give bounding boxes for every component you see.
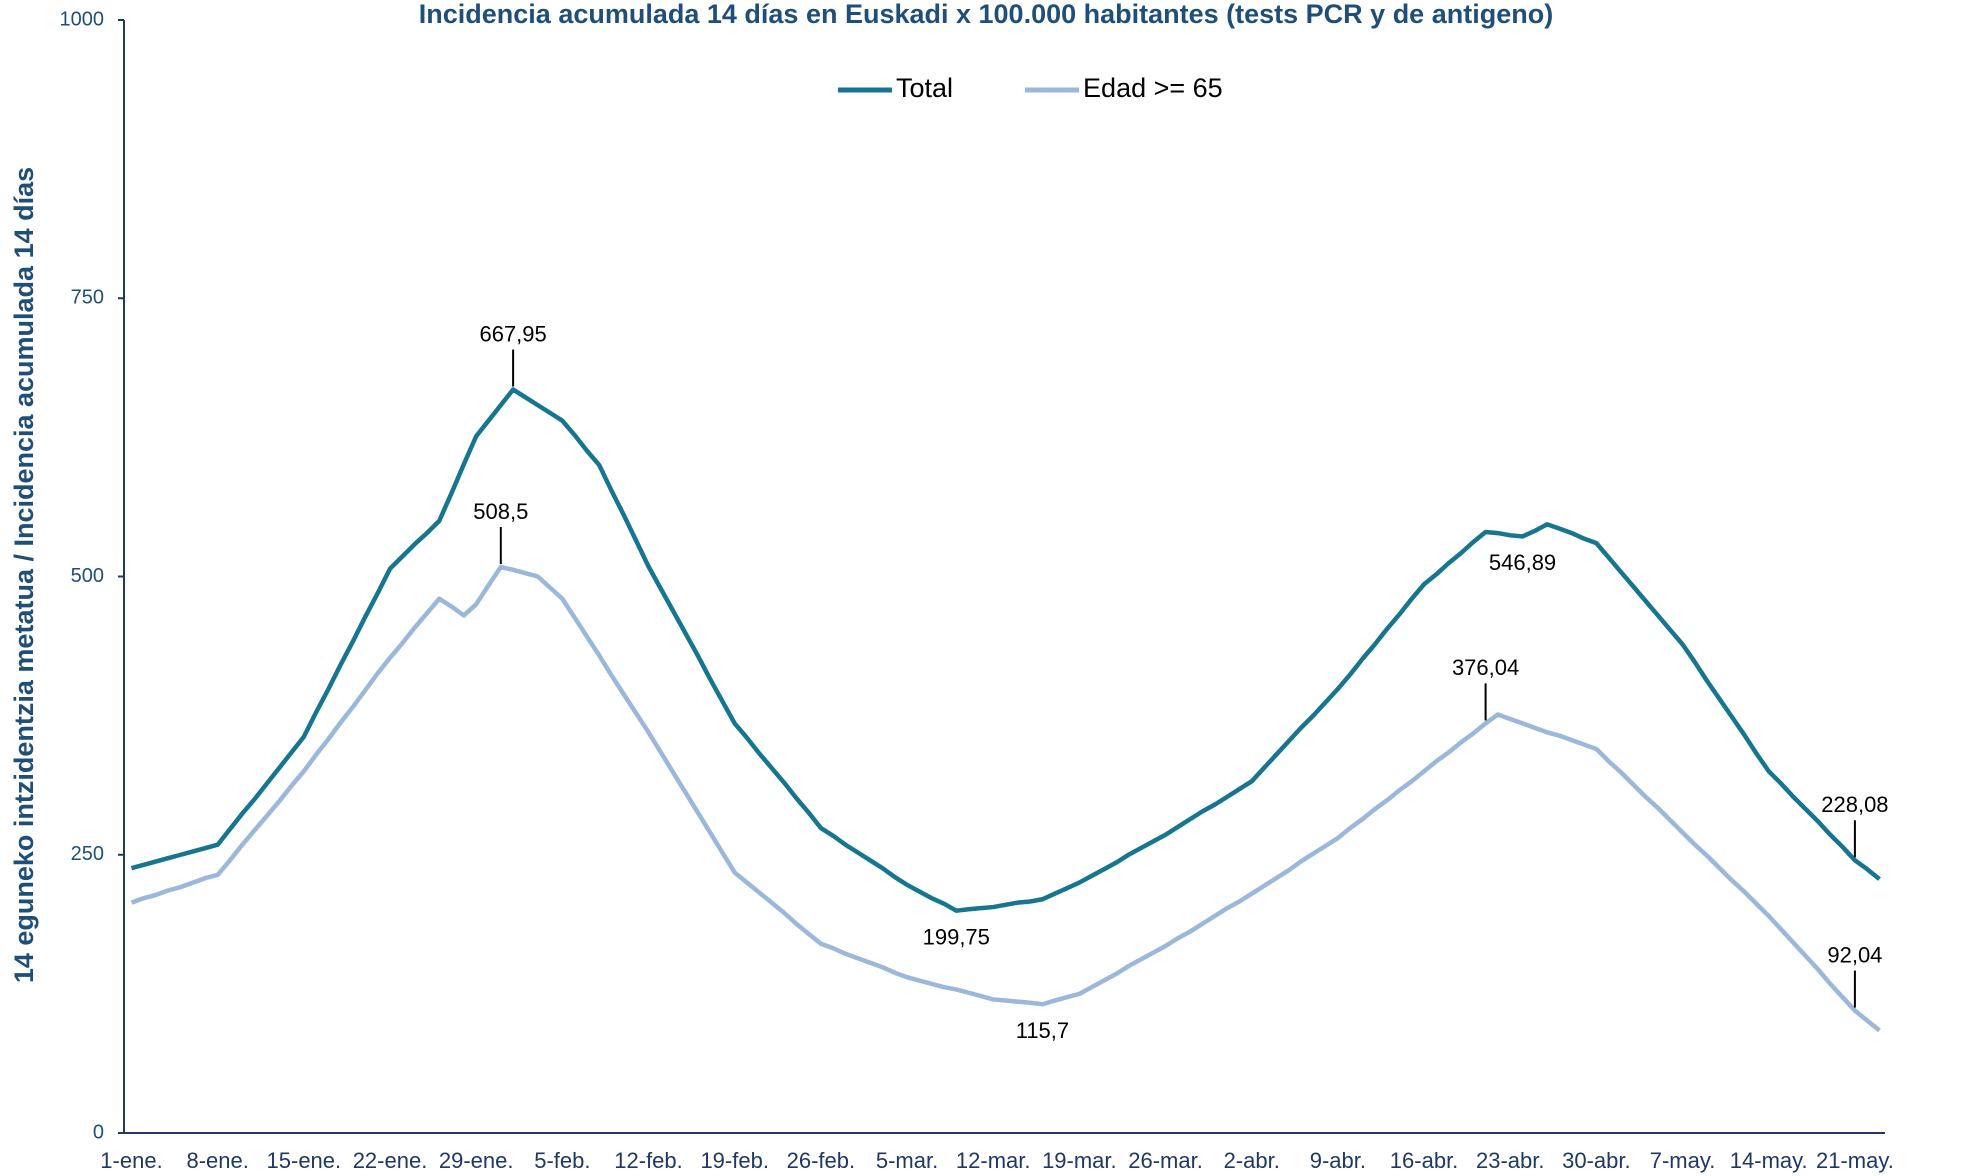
x-tick-label: 22-ene. [353, 1148, 428, 1173]
data-label: 92,04 [1827, 942, 1882, 967]
x-tick-label: 16-abr. [1390, 1148, 1459, 1173]
data-label: 199,75 [923, 924, 990, 949]
x-tick-label: 19-feb. [700, 1148, 769, 1173]
y-tick-label: 750 [71, 287, 104, 309]
y-axis-label: 14 eguneko intzidentzia metatua / Incide… [9, 167, 39, 983]
x-tick-label: 19-mar. [1042, 1148, 1117, 1173]
x-tick-label: 1-ene. [100, 1148, 162, 1173]
data-label: 546,89 [1489, 550, 1556, 575]
y-tick-label: 0 [93, 1121, 104, 1143]
x-tick-label: 15-ene. [267, 1148, 342, 1173]
data-label: 376,04 [1452, 655, 1519, 680]
y-tick-label: 500 [71, 565, 104, 587]
x-tick-label: 14-may. [1730, 1148, 1808, 1173]
x-tick-label: 21-may. [1816, 1148, 1894, 1173]
chart-title: Incidencia acumulada 14 días en Euskadi … [419, 0, 1553, 29]
y-tick-label: 250 [71, 843, 104, 865]
x-tick-label: 5-feb. [534, 1148, 590, 1173]
x-tick-label: 12-mar. [956, 1148, 1031, 1173]
x-tick-label: 26-feb. [787, 1148, 856, 1173]
x-tick-label: 23-abr. [1476, 1148, 1545, 1173]
x-tick-label: 7-may. [1650, 1148, 1716, 1173]
x-tick-label: 26-mar. [1128, 1148, 1203, 1173]
x-tick-label: 5-mar. [876, 1148, 938, 1173]
x-tick-label: 8-ene. [186, 1148, 248, 1173]
data-label: 508,5 [473, 499, 528, 524]
x-tick-label: 29-ene. [439, 1148, 514, 1173]
x-tick-label: 2-abr. [1224, 1148, 1280, 1173]
legend-label: Edad >= 65 [1083, 73, 1223, 103]
y-tick-label: 1000 [60, 8, 105, 30]
data-label: 667,95 [479, 321, 546, 346]
x-tick-label: 30-abr. [1562, 1148, 1631, 1173]
series-line [130, 564, 1881, 1033]
x-tick-label: 9-abr. [1310, 1148, 1366, 1173]
series-line [130, 387, 1881, 913]
data-label: 115,7 [1016, 1018, 1069, 1043]
legend-label: Total [896, 73, 953, 103]
data-label: 228,08 [1821, 792, 1888, 817]
x-tick-label: 12-feb. [614, 1148, 683, 1173]
